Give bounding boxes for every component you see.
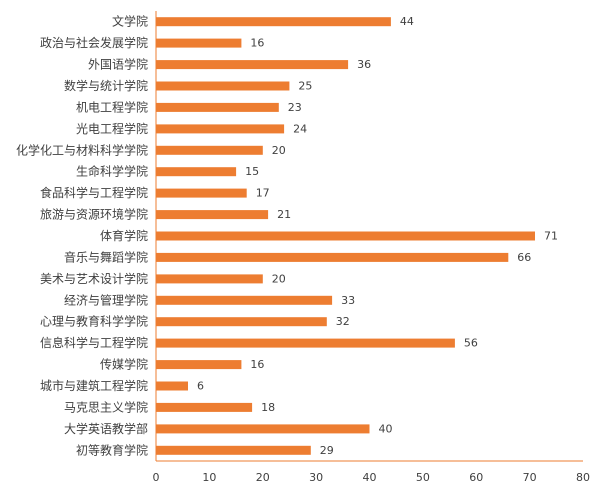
value-label: 25 xyxy=(298,80,312,93)
tick-labels-group: 0 10 20 30 40 50 60 70 80 xyxy=(153,471,591,484)
x-tick-label: 10 xyxy=(202,471,216,484)
bar xyxy=(156,424,370,434)
category-label: 信息科学与工程学院 xyxy=(40,335,148,350)
bar xyxy=(156,445,311,455)
category-label: 初等教育学院 xyxy=(76,442,148,457)
value-label: 16 xyxy=(250,358,264,371)
category-label: 美术与艺术设计学院 xyxy=(40,271,148,286)
bar xyxy=(156,338,455,348)
value-label: 33 xyxy=(341,294,355,307)
bars-group xyxy=(156,17,535,455)
bar xyxy=(156,252,509,262)
value-label: 6 xyxy=(197,380,204,393)
bar xyxy=(156,295,333,305)
value-label: 15 xyxy=(245,165,259,178)
category-label: 城市与建筑工程学院 xyxy=(40,378,148,393)
x-tick-label: 40 xyxy=(363,471,377,484)
bar xyxy=(156,60,349,70)
x-tick-label: 50 xyxy=(416,471,430,484)
category-label: 马克思主义学院 xyxy=(64,399,148,414)
category-label: 传媒学院 xyxy=(100,357,148,372)
x-tick-label: 70 xyxy=(523,471,537,484)
value-label: 56 xyxy=(464,337,478,350)
x-tick-label: 60 xyxy=(469,471,483,484)
value-label: 71 xyxy=(544,230,558,243)
value-label: 23 xyxy=(288,101,302,114)
value-label: 17 xyxy=(256,187,270,200)
category-label: 数学与统计学院 xyxy=(64,78,148,93)
category-label: 体育学院 xyxy=(100,228,148,243)
value-label: 66 xyxy=(517,251,531,264)
category-label: 外国语学院 xyxy=(88,57,148,72)
value-label: 24 xyxy=(293,122,307,135)
bar xyxy=(156,274,263,284)
value-label: 32 xyxy=(336,315,350,328)
category-label: 机电工程学院 xyxy=(76,99,148,114)
bar xyxy=(156,102,279,112)
bar xyxy=(156,17,391,27)
value-label: 40 xyxy=(379,422,393,435)
category-label: 文学院 xyxy=(112,14,148,29)
bar xyxy=(156,81,290,91)
bar xyxy=(156,402,253,412)
value-label: 20 xyxy=(272,272,286,285)
category-label: 经济与管理学院 xyxy=(64,292,148,307)
value-label: 21 xyxy=(277,208,291,221)
category-label: 旅游与资源环境学院 xyxy=(40,207,148,222)
bar xyxy=(156,124,285,134)
bar xyxy=(156,317,327,327)
value-label: 44 xyxy=(400,15,414,28)
bar xyxy=(156,38,242,48)
bar xyxy=(156,231,535,241)
x-tick-label: 20 xyxy=(256,471,270,484)
category-labels-group: 文学院政治与社会发展学院外国语学院数学与统计学院机电工程学院光电工程学院化学化工… xyxy=(16,14,148,458)
bar xyxy=(156,360,242,370)
value-label: 36 xyxy=(357,58,371,71)
value-labels-group: 44 16 36 25 23 24 20 15 17 21 71 66 20 33 32 56 16 6 18 40 2… xyxy=(197,15,558,457)
category-label: 大学英语教学部 xyxy=(64,421,148,436)
x-tick-label: 80 xyxy=(576,471,590,484)
category-label: 生命科学学院 xyxy=(76,164,148,179)
value-label: 18 xyxy=(261,401,275,414)
bar xyxy=(156,210,269,220)
category-label: 食品科学与工程学院 xyxy=(40,185,148,200)
x-tick-label: 0 xyxy=(153,471,160,484)
x-tick-label: 30 xyxy=(309,471,323,484)
category-label: 心理与教育科学学院 xyxy=(40,314,148,329)
value-label: 16 xyxy=(250,37,264,50)
bar xyxy=(156,188,247,198)
bar xyxy=(156,145,263,155)
bar xyxy=(156,167,237,177)
category-label: 光电工程学院 xyxy=(76,121,148,136)
bar xyxy=(156,381,188,391)
category-label: 音乐与舞蹈学院 xyxy=(64,249,148,264)
value-label: 20 xyxy=(272,144,286,157)
value-label: 29 xyxy=(320,444,334,457)
category-label: 化学化工与材料科学学院 xyxy=(16,142,148,157)
category-label: 政治与社会发展学院 xyxy=(40,35,148,50)
